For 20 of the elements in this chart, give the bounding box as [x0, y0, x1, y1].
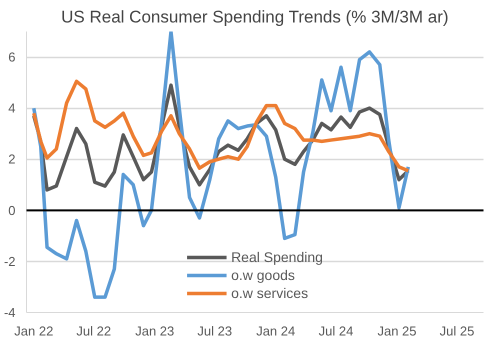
line-series	[32, 80, 410, 172]
line-series	[32, 32, 410, 299]
x-tick-label: Jul 22	[76, 324, 112, 338]
x-tick-label: Jul 24	[318, 324, 354, 338]
y-tick-label: -2	[4, 254, 16, 269]
x-tick-label: Jan 23	[135, 324, 174, 338]
y-tick-label: 4	[8, 100, 16, 116]
y-tick-label: 6	[8, 50, 16, 65]
chart-title: US Real Consumer Spending Trends (% 3M/3M ar)	[61, 8, 449, 26]
x-tick-label: Jan 24	[256, 324, 296, 338]
y-tick-label: -4	[4, 305, 16, 320]
y-tick-label: 0	[8, 202, 16, 218]
legend-label: Real Spending	[231, 248, 323, 266]
x-tick-label: Jan 22	[14, 324, 54, 338]
x-tick-label: Jan 25	[377, 324, 417, 338]
legend-label: o.w services	[231, 284, 308, 302]
legend-label: o.w goods	[231, 266, 295, 284]
x-tick-label: Jul 25	[440, 324, 474, 338]
x-tick-label: Jul 23	[197, 324, 232, 338]
y-tick-label: 2	[8, 152, 16, 167]
